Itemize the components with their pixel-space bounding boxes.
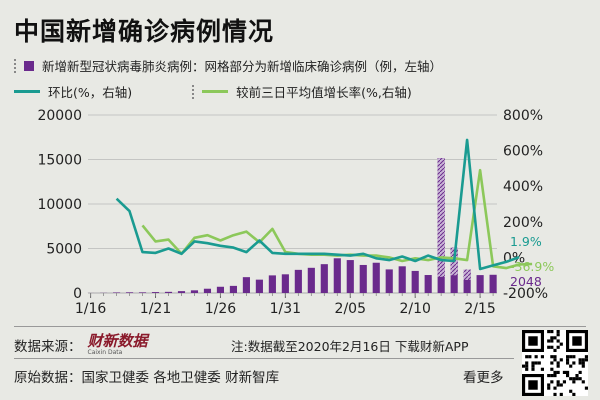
bar [333,258,341,293]
footer-source: 数据来源： 财新数据 Caixin Data [14,332,148,357]
bar [411,270,419,293]
bar [164,291,173,293]
bar [255,279,263,293]
legend-bar-swatch [24,60,34,71]
legend-separator [192,84,196,99]
bar-hatched [437,158,445,277]
legend-line1: 环比(%，右轴) [14,82,132,101]
qr-code-icon[interactable] [522,330,588,396]
bar [112,292,121,293]
bar [424,275,432,293]
page-title: 中国新增确诊病例情况 [14,17,275,46]
y-right-tick: -200% [503,286,548,302]
x-tick-label: 2/10 [399,301,430,317]
end-label-bar: 2048 [510,274,542,289]
bar [385,269,393,293]
bar [177,291,186,293]
y-right-tick: 400% [503,179,543,195]
legend-line2-swatch [202,90,229,93]
bar [372,262,380,293]
x-tick-label: 1/26 [205,301,237,317]
legend-lines: 环比(%，右轴) 较前三日平均值增长率(%,右轴) [14,82,412,101]
bar [359,264,367,293]
x-tick-label: 1/16 [75,301,107,317]
y-right-tick: 800% [503,108,543,124]
x-tick-label: 1/31 [270,301,301,317]
footer-divider [14,326,586,327]
bar [125,292,134,293]
y-left-tick: 10000 [37,197,82,213]
bar [216,286,225,293]
y-left-tick: 15000 [37,153,82,169]
y-left-tick: 20000 [37,108,82,124]
footer-divider [14,358,514,359]
y-right-tick: 200% [503,215,543,231]
y-right-tick: 600% [503,144,543,160]
legend-separator [14,58,18,73]
bar [138,292,147,293]
bar [476,275,484,293]
source-label: 数据来源： [14,339,82,355]
bar [463,269,471,293]
x-tick-label: 1/21 [140,301,171,317]
legend-line2: 较前三日平均值增长率(%,右轴) [192,82,412,101]
legend-line1-label: 环比(%，右轴) [48,85,133,100]
series-line1 [115,138,520,271]
end-label-line2: -36.9% [510,259,554,274]
bar [281,274,289,293]
bar [489,274,497,293]
more-link[interactable]: 看更多 [463,370,504,386]
bar [268,275,276,293]
legend-line1-swatch [14,90,40,93]
bar [151,292,160,293]
y-left-tick: 0 [73,286,82,302]
bar [398,266,406,293]
bar [203,288,212,293]
bar [294,269,302,293]
legend-line2-label: 较前三日平均值增长率(%,右轴) [236,85,412,100]
x-tick-label: 2/15 [464,301,495,317]
bar [307,267,315,293]
bar [346,260,354,293]
bar-hatched [463,269,471,280]
brand-sub: Caixin Data [87,349,123,356]
bar [229,285,237,293]
y-left-tick: 5000 [46,242,82,258]
footer-note: 注:数据截至2020年2月16日 下载财新APP [231,339,469,354]
x-tick-label: 2/05 [335,301,366,317]
bar [190,290,199,293]
bar [242,277,250,293]
legend-bar-label: 新增新型冠状病毒肺炎病例：网格部分为新增临床确诊病例（例，左轴） [42,59,443,74]
brand-logo: 财新数据 Caixin Data [87,332,148,357]
bar [320,264,328,293]
brand-name: 财新数据 [87,332,148,350]
end-label-line1: 1.9% [510,234,542,249]
original-data: 原始数据：国家卫健委 各地卫健委 财新智库 [14,370,280,386]
legend-bar: 新增新型冠状病毒肺炎病例：网格部分为新增临床确诊病例（例，左轴） [14,56,442,75]
